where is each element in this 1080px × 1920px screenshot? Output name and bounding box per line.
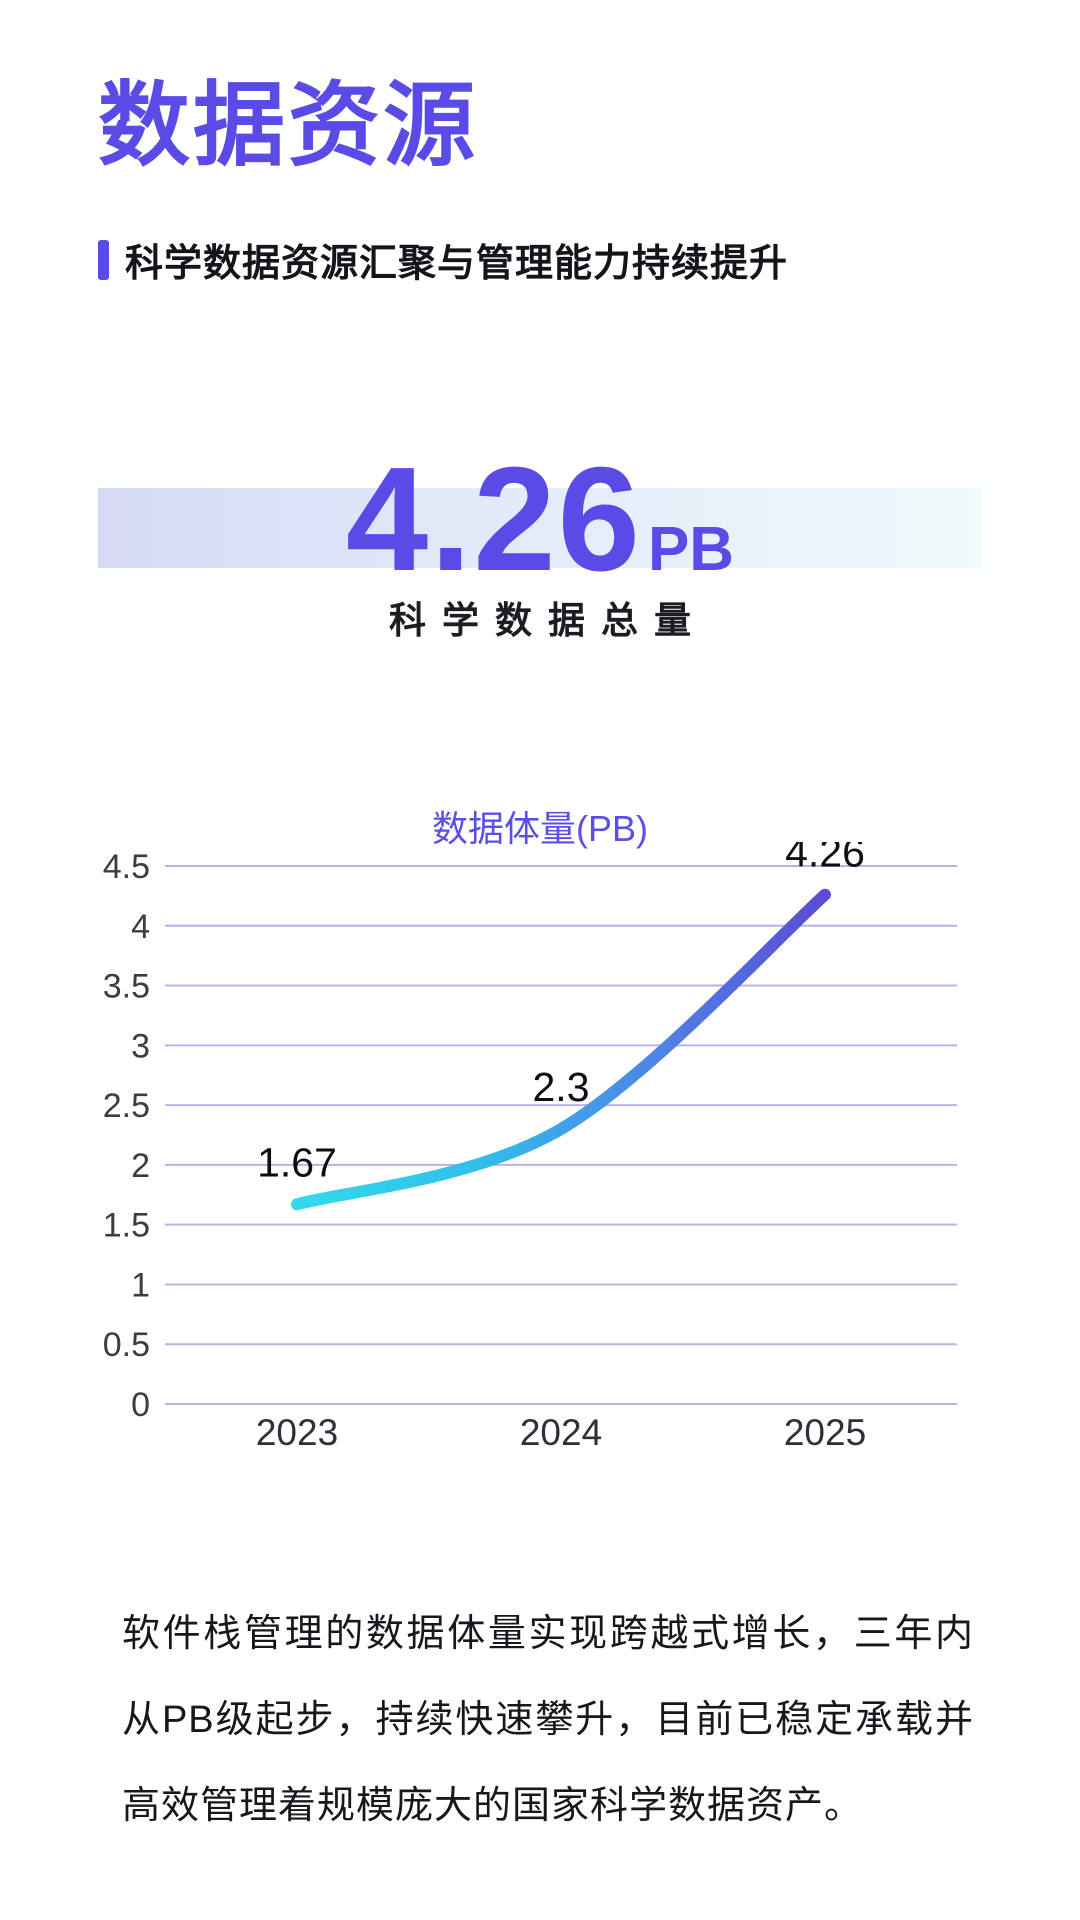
y-tick-label: 1 xyxy=(131,1266,150,1304)
subtitle-text: 科学数据资源汇聚与管理能力持续提升 xyxy=(125,243,789,285)
line-chart: 0 0.5 1 1.5 2 2.5 3 3.5 4 4.5 2023 2024 2025 1.67 2.3 4… xyxy=(103,842,957,1453)
description-paragraph: 软件栈管理的数据体量实现跨越式增长，三年内从PB级起步，持续快速攀升，目前已稳定… xyxy=(122,1613,974,1827)
y-tick-label: 2.5 xyxy=(103,1087,150,1125)
x-tick-label: 2025 xyxy=(784,1412,866,1453)
page-title: 数据资源 xyxy=(98,75,479,177)
stat-banner-background xyxy=(98,488,982,568)
y-tick-label: 3.5 xyxy=(103,968,150,1006)
y-tick-label: 1.5 xyxy=(103,1207,150,1245)
x-tick-label: 2023 xyxy=(256,1412,338,1453)
y-tick-label: 0 xyxy=(131,1386,150,1424)
x-tick-label: 2024 xyxy=(520,1412,602,1453)
chart-title: 数据体量(PB) xyxy=(431,808,648,849)
stat-caption: 科学数据总量 xyxy=(389,600,707,641)
accent-bar-icon xyxy=(98,239,109,280)
data-line xyxy=(291,888,831,1211)
y-tick-label: 3 xyxy=(131,1027,150,1065)
y-tick-label: 2 xyxy=(131,1147,150,1185)
data-point-label: 4.26 xyxy=(785,842,865,876)
y-tick-label: 4 xyxy=(131,908,150,946)
data-point-label: 1.67 xyxy=(257,1139,337,1185)
data-point-label: 2.3 xyxy=(533,1064,590,1110)
y-tick-label: 4.5 xyxy=(103,848,150,886)
section-subtitle: 科学数据资源汇聚与管理能力持续提升 xyxy=(98,232,788,287)
y-tick-label: 0.5 xyxy=(103,1326,150,1364)
